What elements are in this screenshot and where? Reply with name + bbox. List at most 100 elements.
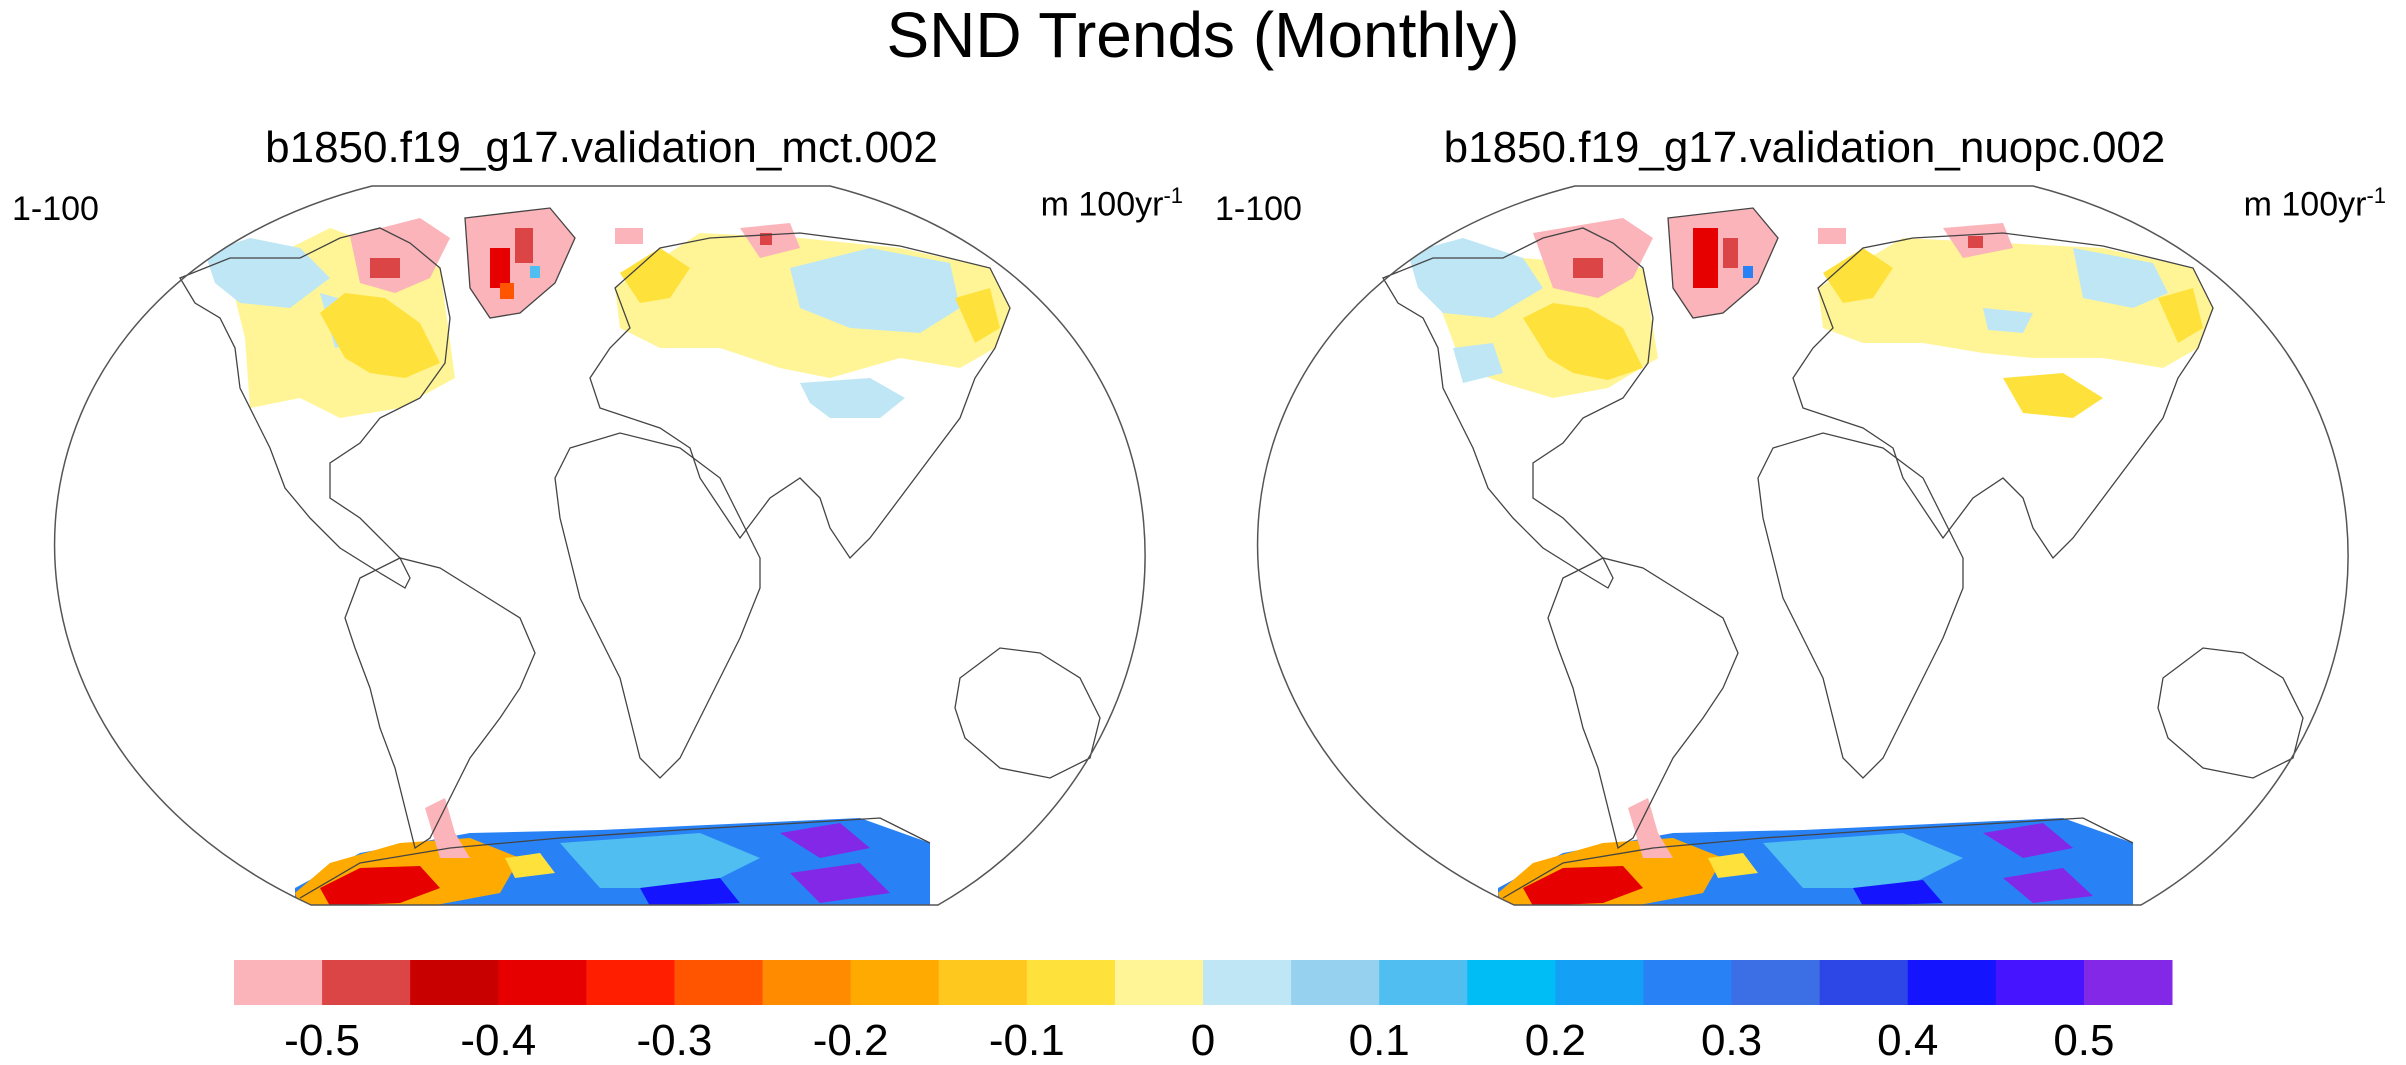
antarctica-purple-2 xyxy=(2003,868,2093,903)
colorbar-label: 0.5 xyxy=(2053,1016,2114,1065)
colorbar-swatch xyxy=(586,960,675,1005)
period-label-mct: 1-100 xyxy=(12,190,99,228)
colorbar-swatch xyxy=(1291,960,1380,1005)
antarctic-peninsula-pink xyxy=(425,798,470,858)
antarctica-yellow xyxy=(1708,853,1758,878)
colorbar-swatch xyxy=(2083,960,2173,1005)
arctic-russia-red xyxy=(760,233,772,245)
units-exp-mct: -1 xyxy=(1163,183,1183,208)
greenland-red-2 xyxy=(515,228,533,263)
colorbar-swatch xyxy=(1114,960,1204,1005)
map-panel-nuopc: b1850.f19_g17.validation_nuopc.002 1-100… xyxy=(1203,118,2406,918)
colorbar-label: -0.1 xyxy=(989,1016,1065,1065)
map-frame-mct xyxy=(53,185,1146,906)
antarctica-purple-2 xyxy=(790,863,890,903)
colorbar-label: -0.3 xyxy=(637,1016,713,1065)
period-label-nuopc: 1-100 xyxy=(1215,190,1302,228)
antarctica-lightblue xyxy=(1763,833,1963,888)
hudson-yellow xyxy=(320,293,440,378)
canada-red xyxy=(1573,258,1603,278)
map-panel-mct: b1850.f19_g17.validation_mct.002 1-100 m… xyxy=(0,118,1203,918)
colorbar-swatch xyxy=(674,960,764,1005)
colorbar-swatch xyxy=(850,960,940,1005)
iceland-pink xyxy=(1818,228,1846,244)
antarctica-red xyxy=(320,866,440,905)
antarctica-lightblue xyxy=(560,833,760,888)
siberia-blue xyxy=(2073,248,2168,308)
alaska-blue xyxy=(205,238,330,308)
colorbar-swatch xyxy=(1467,960,1556,1005)
units-label-mct: m 100yr-1 xyxy=(1041,183,1183,224)
north-america-coast xyxy=(1382,227,1654,589)
antarctica-yellow xyxy=(505,853,555,878)
tibet-yellow xyxy=(2003,373,2103,418)
panel-title-nuopc: b1850.f19_g17.validation_nuopc.002 xyxy=(1443,123,2166,172)
colorbar-swatch xyxy=(1907,960,1997,1005)
units-label-nuopc: m 100yr-1 xyxy=(2244,183,2386,224)
colorbar-swatch xyxy=(234,960,323,1005)
colorbar-swatch xyxy=(322,960,411,1005)
colorbar-label: 0.1 xyxy=(1349,1016,1410,1065)
colorbar-swatch xyxy=(1026,960,1116,1005)
eurasia-coast xyxy=(589,232,1011,560)
colorbar-label: -0.2 xyxy=(813,1016,889,1065)
antarctica-coast xyxy=(1502,817,2134,899)
greenland-blue xyxy=(530,266,540,278)
colorbar-swatch xyxy=(938,960,1028,1005)
south-america-coast xyxy=(344,557,536,850)
na-blue-patch xyxy=(1453,343,1503,383)
north-america-coast xyxy=(179,227,451,589)
kamchatka-yellow xyxy=(2158,288,2203,343)
antarctica-navy xyxy=(640,878,740,905)
colorbar-swatch xyxy=(762,960,852,1005)
colorbar-swatch xyxy=(1819,960,1909,1005)
colorbar-label: 0 xyxy=(1191,1016,1215,1065)
colorbar-swatch xyxy=(1555,960,1644,1005)
colorbar-swatch xyxy=(1643,960,1733,1005)
greenland-blue xyxy=(1743,266,1753,278)
south-america-coast xyxy=(1547,557,1739,850)
africa-coast xyxy=(1757,432,1964,779)
greenland-orange xyxy=(500,283,514,299)
colorbar-swatch xyxy=(410,960,499,1005)
canada-red xyxy=(370,258,400,278)
iceland-pink xyxy=(615,228,643,244)
scandinavia-yellow xyxy=(1823,248,1893,303)
panel-title-mct: b1850.f19_g17.validation_mct.002 xyxy=(265,123,938,172)
australia-coast xyxy=(954,647,1101,779)
world-map-mct xyxy=(53,185,1146,906)
colorbar-label: 0.3 xyxy=(1701,1016,1762,1065)
scandinavia-yellow xyxy=(620,248,690,303)
eurasia-blue-patch xyxy=(1983,308,2033,333)
greenland-red-1 xyxy=(490,248,510,288)
kamchatka-yellow xyxy=(955,288,1000,343)
antarctica-navy xyxy=(1853,880,1943,905)
arctic-russia-red xyxy=(1968,236,1983,248)
tibet-blue xyxy=(800,378,905,418)
map-frame-nuopc xyxy=(1256,185,2349,906)
greenland-red-1 xyxy=(1693,228,1718,288)
units-text-nuopc: m 100yr xyxy=(2243,185,2367,224)
colorbar-swatch xyxy=(1203,960,1292,1005)
africa-coast xyxy=(554,432,761,779)
hudson-yellow xyxy=(1523,303,1643,380)
world-map-nuopc xyxy=(1256,185,2349,906)
colorbar: -0.5 -0.4 -0.3 -0.2 -0.1 0 0.1 0.2 0.3 0.4 0.5 xyxy=(234,960,2173,1065)
colorbar-swatch xyxy=(1995,960,2085,1005)
colorbar-swatch xyxy=(498,960,587,1005)
greenland-red-2 xyxy=(1723,238,1738,268)
eurasia-coast xyxy=(1792,232,2214,560)
colorbar-label: 0.4 xyxy=(1877,1016,1938,1065)
antarctic-peninsula-pink xyxy=(1628,798,1673,858)
colorbar-label: 0.2 xyxy=(1525,1016,1586,1065)
antarctica-red xyxy=(1523,866,1643,905)
siberia-blue xyxy=(790,248,960,333)
antarctica-purple-1 xyxy=(1983,823,2073,858)
greenland-coast xyxy=(1667,207,1779,319)
greenland-coast xyxy=(464,207,576,319)
colorbar-label: -0.4 xyxy=(460,1016,536,1065)
colorbar-label: -0.5 xyxy=(284,1016,360,1065)
units-text-mct: m 100yr xyxy=(1040,185,1164,224)
figure-title: SND Trends (Monthly) xyxy=(886,0,1520,71)
australia-coast xyxy=(2157,647,2304,779)
